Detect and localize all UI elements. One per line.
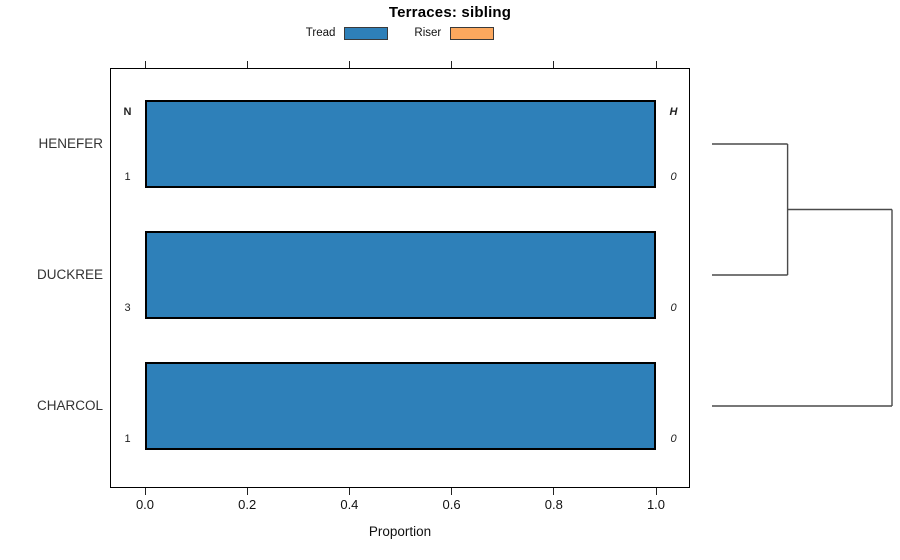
n-column-header: N [123,106,132,118]
n-column-value: 1 [124,171,131,183]
x-tick-bottom [553,488,555,495]
x-tick-label: 0.4 [340,497,359,512]
x-tick-top [348,61,350,68]
x-tick-top [553,61,555,68]
chart-title: Terraces: sibling [388,4,512,21]
h-column-value: 0 [670,171,677,183]
n-column-value: 3 [124,302,131,314]
legend-swatch-tread-icon [344,26,389,40]
x-tick-label: 0.8 [544,497,563,512]
h-column-header: H [669,106,678,118]
category-label: DUCKREE [36,267,103,282]
bar-segment-tread [145,100,656,188]
legend-entry-tread: Tread [305,26,389,40]
category-label: HENEFER [38,136,103,151]
x-tick-top [451,61,453,68]
x-tick-top [655,61,657,68]
x-tick-top [144,61,146,68]
legend: Tread Riser [110,24,690,42]
x-axis-title: Proportion [368,524,432,539]
h-column-value: 0 [670,433,677,445]
x-tick-bottom [144,488,146,495]
x-tick-bottom [348,488,350,495]
legend-swatch-riser-icon [450,26,495,40]
n-column-value: 1 [124,433,131,445]
x-tick-bottom [246,488,248,495]
bar-segment-tread [145,362,656,450]
x-tick-label: 0.6 [442,497,461,512]
x-tick-top [246,61,248,68]
category-label: CHARCOL [36,398,103,413]
x-tick-label: 1.0 [646,497,666,512]
legend-label-tread: Tread [305,27,336,39]
x-tick-label: 0.0 [135,497,155,512]
plot-area [110,68,690,488]
x-tick-label: 0.2 [238,497,257,512]
x-tick-bottom [655,488,657,495]
legend-entry-riser: Riser [414,26,495,40]
legend-label-riser: Riser [414,27,442,39]
h-column-value: 0 [670,302,677,314]
x-tick-bottom [451,488,453,495]
bar-segment-tread [145,231,656,319]
